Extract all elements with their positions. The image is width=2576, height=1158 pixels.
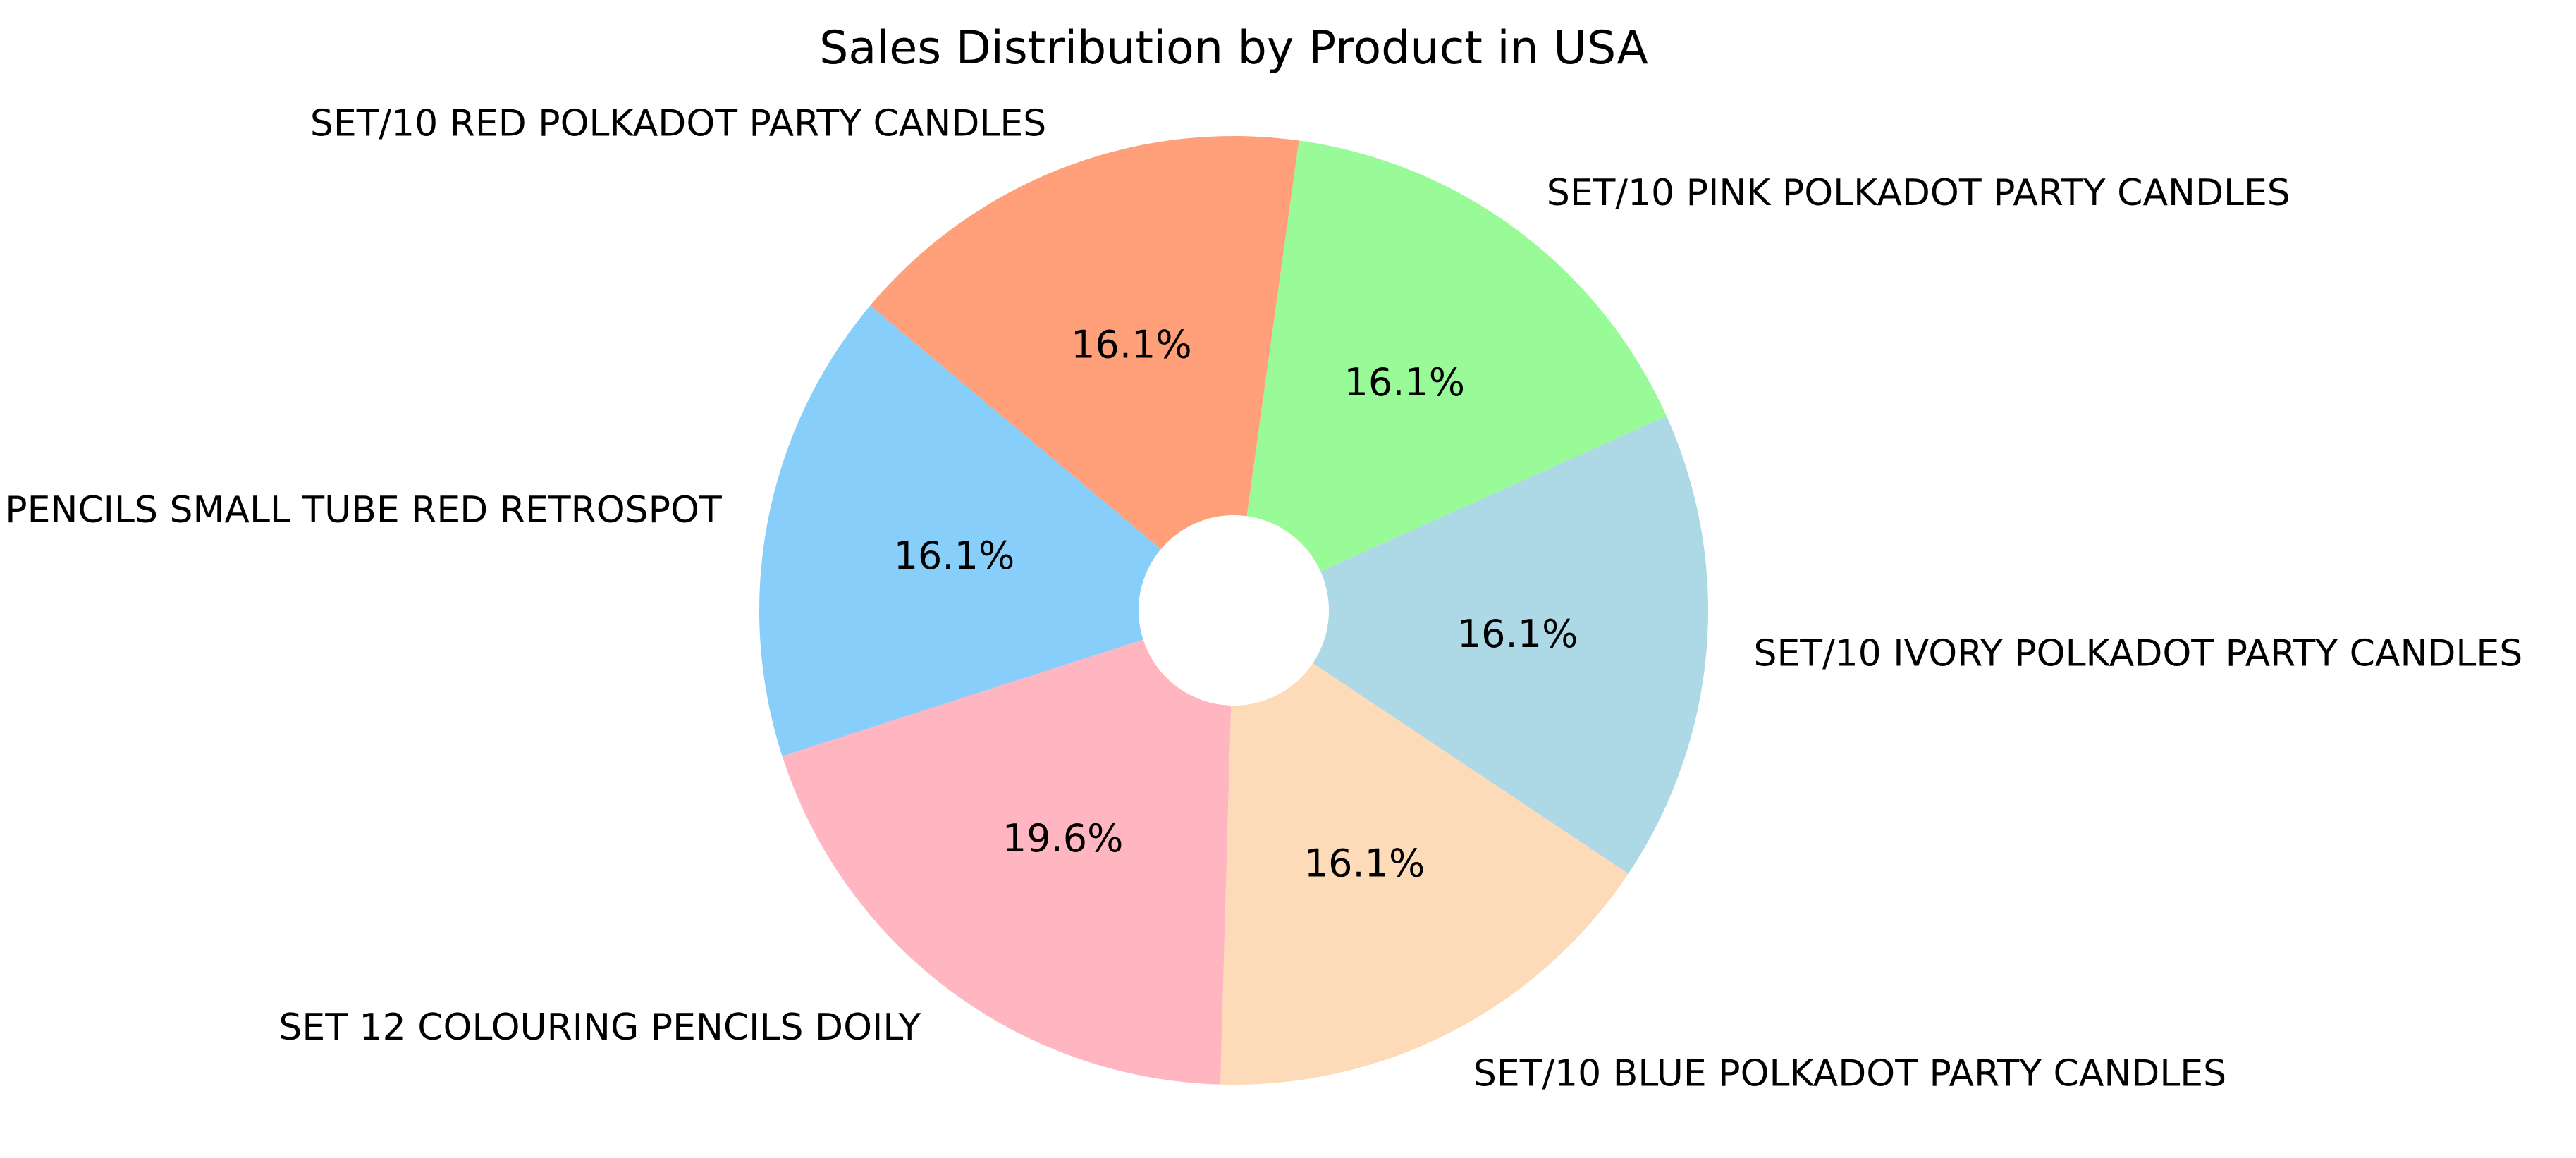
slice-category-label: SET/10 PINK POLKADOT PARTY CANDLES bbox=[1547, 172, 2290, 214]
slice-labels-layer: 12 PENCILS SMALL TUBE RED RETROSPOT SET 1… bbox=[0, 102, 2522, 1095]
slice-category-label: 12 PENCILS SMALL TUBE RED RETROSPOT bbox=[0, 489, 722, 531]
slice-percent-label: 16.1% bbox=[1304, 841, 1425, 885]
pie-slice bbox=[1246, 140, 1667, 572]
slice-percent-label: 19.6% bbox=[1002, 816, 1124, 861]
pie-slice bbox=[1220, 663, 1629, 1085]
slice-category-label: SET/10 BLUE POLKADOT PARTY CANDLES bbox=[1473, 1052, 2226, 1095]
slice-category-label: SET 12 COLOURING PENCILS DOILY bbox=[278, 1006, 921, 1049]
pie-slice bbox=[782, 639, 1232, 1085]
pie-slice bbox=[870, 136, 1299, 550]
slices-layer bbox=[759, 136, 1708, 1085]
slice-category-label: SET/10 IVORY POLKADOT PARTY CANDLES bbox=[1753, 632, 2522, 675]
pie-slice bbox=[1313, 416, 1708, 874]
pie-slice bbox=[759, 305, 1161, 756]
slice-percent-label: 16.1% bbox=[1071, 322, 1192, 367]
percent-labels-layer: 16.1% 19.6% 16.1% 16.1% 16.1% 16.1% bbox=[894, 322, 1578, 885]
chart-title: Sales Distribution by Product in USA bbox=[819, 22, 1648, 75]
slice-percent-label: 16.1% bbox=[1344, 360, 1466, 405]
slice-percent-label: 16.1% bbox=[1457, 612, 1578, 656]
slice-percent-label: 16.1% bbox=[894, 534, 1015, 578]
slice-category-label: SET/10 RED POLKADOT PARTY CANDLES bbox=[310, 102, 1046, 144]
